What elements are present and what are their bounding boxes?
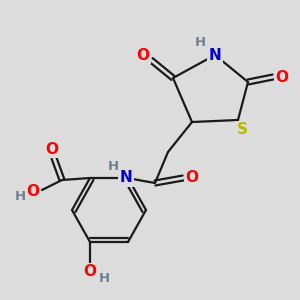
Text: H: H bbox=[107, 160, 118, 172]
Text: O: O bbox=[136, 47, 149, 62]
Text: S: S bbox=[236, 122, 247, 137]
Text: H: H bbox=[194, 37, 206, 50]
Text: O: O bbox=[275, 70, 289, 85]
Text: O: O bbox=[185, 170, 199, 185]
Text: O: O bbox=[46, 142, 59, 157]
Text: H: H bbox=[98, 272, 110, 284]
Text: O: O bbox=[83, 265, 97, 280]
Text: O: O bbox=[26, 184, 40, 199]
Text: N: N bbox=[120, 170, 132, 185]
Text: H: H bbox=[14, 190, 26, 202]
Text: N: N bbox=[208, 47, 221, 62]
